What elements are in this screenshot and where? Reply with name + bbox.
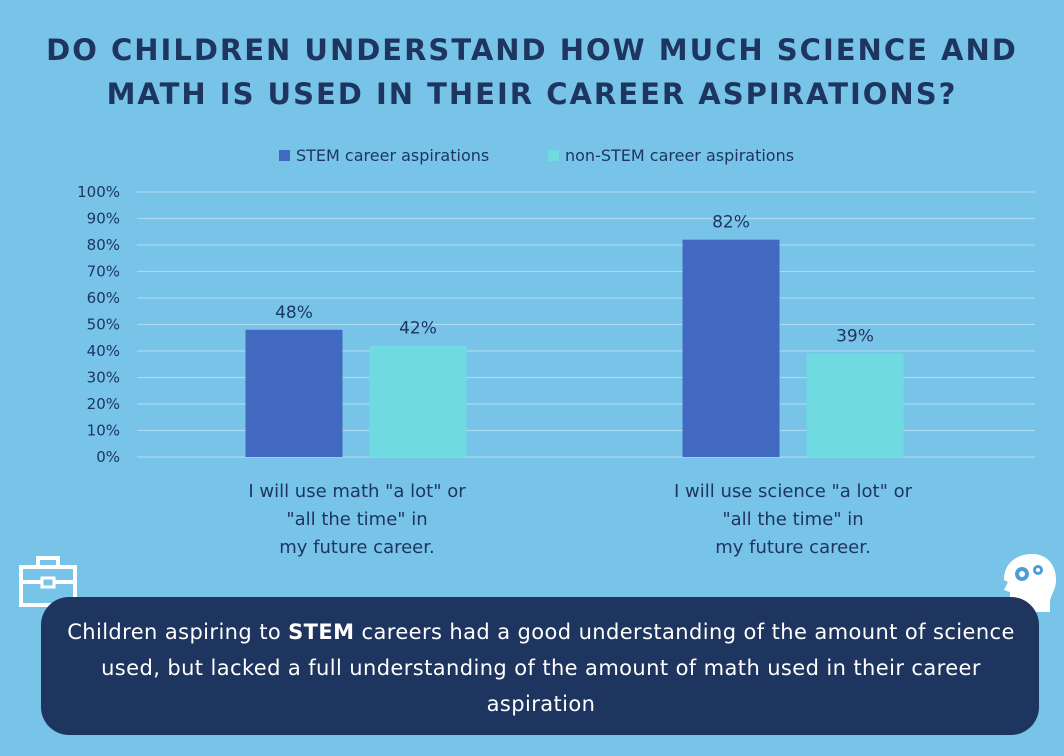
data-label: 48% [275,303,313,323]
legend-swatch-stem [279,150,290,161]
y-tick-label: 20% [87,395,120,413]
bar-chart: 0% 10% 20% 30% 40% 50% 60% 70% 80% 90% 100% 48% 82% 4… [77,183,1035,466]
y-tick-label: 90% [87,210,120,228]
data-label: 42% [399,319,437,339]
category-label-science: I will use science "a lot" or "all the t… [673,481,913,558]
chart-title: Do children understand how much science … [46,33,1018,111]
y-tick-label: 80% [87,236,120,254]
legend-swatch-non-stem [548,150,559,161]
y-tick-label: 100% [77,183,120,201]
data-label: 82% [712,213,750,233]
y-tick-label: 30% [87,369,120,387]
legend-label-non-stem: non-STEM career aspirations [565,146,795,165]
y-tick-label: 0% [96,448,120,466]
bar [245,329,343,457]
chart-legend: STEM career aspirations non-STEM career … [0,146,1064,168]
conclusion-banner [41,597,1039,735]
conclusion-text-end: careers had a good understanding of the … [101,620,1015,716]
y-tick-label: 10% [87,422,120,440]
conclusion-text-start: Children aspiring to [67,620,289,644]
legend-label-stem: STEM career aspirations [296,146,490,165]
bar [682,239,780,457]
y-tick-label: 40% [87,342,120,360]
category-label-math: I will use math "a lot" or "all the time… [248,481,466,558]
y-tick-label: 70% [87,263,120,281]
conclusion-text-emphasis: STEM [288,620,355,644]
conclusion-text: Children aspiring to STEM careers had a … [60,614,1022,722]
y-tick-label: 60% [87,289,120,307]
bar [369,345,467,457]
data-label: 39% [836,327,874,347]
legend-item-stem: STEM career aspirations [279,146,489,165]
y-tick-label: 50% [87,316,120,334]
legend-item-non-stem: non-STEM career aspirations [548,146,794,165]
bar [806,353,904,457]
